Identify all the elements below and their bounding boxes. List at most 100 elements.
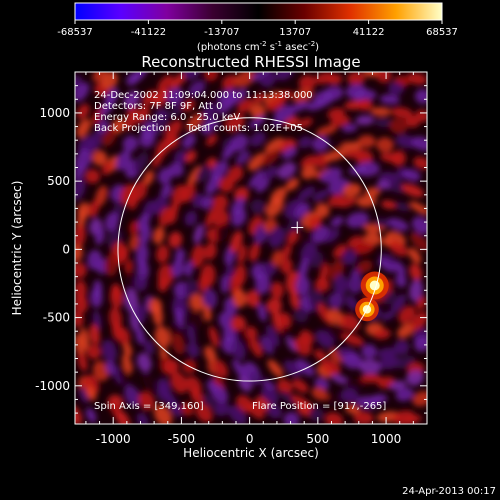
fringe-blob [361, 344, 377, 359]
fringe-blob [234, 72, 256, 88]
fringe-blob [370, 107, 392, 117]
fringe-blob [229, 230, 243, 253]
x-tick-label: -1000 [96, 432, 131, 446]
fringe-blob [186, 342, 200, 358]
fringe-blob [171, 259, 184, 278]
fringe-blob [152, 87, 171, 107]
fringe-blob [187, 311, 203, 330]
colorbar-tick-label: 68537 [426, 27, 458, 38]
fringe-blob [75, 295, 88, 314]
fringe-blob [376, 137, 394, 153]
fringe-blob [330, 115, 351, 127]
fringe-blob [248, 242, 260, 262]
fringe-blob [170, 104, 183, 118]
fringe-blob [260, 386, 279, 404]
fringe-blob [358, 359, 382, 375]
fringe-blob [342, 183, 362, 198]
fringe-blob [292, 378, 309, 393]
fringe-blob [134, 105, 150, 124]
fringe-blob [409, 201, 427, 215]
fringe-blob [96, 119, 109, 135]
info-line-energy: Energy Range: 6.0 - 25.0 keV [94, 112, 240, 123]
fringe-blob [152, 226, 165, 245]
fringe-blob [220, 274, 229, 294]
fringe-blob [76, 104, 90, 120]
fringe-blob [135, 243, 149, 267]
fringe-blob [237, 98, 254, 114]
fringe-blob [344, 378, 366, 389]
fringe-blob [388, 82, 404, 95]
fringe-blob [180, 182, 196, 203]
fringe-blob [75, 224, 86, 248]
fringe-blob [322, 86, 344, 101]
fringe-blob [381, 200, 397, 209]
fringe-blob [397, 322, 416, 339]
fringe-blob [293, 336, 312, 356]
plot-frame [74, 71, 428, 425]
fringe-blob [330, 216, 344, 228]
fringe-blob [356, 194, 377, 208]
fringe-blob [402, 168, 421, 182]
fringe-blob [265, 324, 280, 347]
colorbar [74, 2, 443, 21]
fringe-blob [300, 155, 318, 168]
fringe-blob [298, 257, 309, 280]
fringe-blob [123, 90, 140, 109]
fringe-blob [354, 242, 375, 255]
fringe-blob [227, 165, 244, 183]
fringe-blob [260, 262, 277, 277]
fringe-blob [393, 339, 410, 356]
info-line-time: 24-Dec-2002 11:09:04.000 to 11:13:38.000 [94, 90, 313, 101]
fringe-blob [395, 272, 407, 288]
fringe-blob [308, 407, 324, 422]
fringe-blob [277, 90, 293, 101]
fringe-blob [342, 332, 365, 346]
fringe-blob [104, 212, 119, 232]
fringe-blob [117, 327, 131, 346]
fringe-blob [409, 263, 423, 281]
y-tick-label: 0 [62, 242, 70, 256]
colorbar-tick-label: -13707 [204, 27, 239, 38]
fringe-blob [360, 373, 383, 383]
fringe-blob [266, 298, 283, 314]
fringe-blob [409, 279, 423, 302]
fringe-blob [401, 183, 425, 198]
fringe-blob [327, 393, 342, 407]
fringe-blob [135, 326, 145, 345]
fringe-blob [77, 352, 88, 372]
fringe-blob [393, 261, 406, 276]
fringe-blob [406, 72, 427, 85]
colorbar-unit-label: (photons cm-2 s-1 asec-2) [197, 40, 319, 53]
spin-axis-label: Spin Axis = [349,160] [94, 401, 204, 412]
fringe-blob [191, 244, 205, 268]
fringe-blob [101, 160, 113, 176]
fringe-blob [388, 180, 408, 194]
fringe-blob [235, 150, 251, 165]
fringe-blob [246, 401, 265, 419]
fringe-blob [291, 101, 309, 112]
fringe-blob [267, 359, 284, 378]
fringe-blob [271, 250, 284, 268]
fringe-blob [352, 89, 377, 102]
fringe-blob [211, 384, 229, 404]
fringe-blob [328, 292, 344, 309]
fringe-blob [218, 311, 233, 329]
fringe-blob [341, 313, 360, 331]
fringe-blob [94, 227, 105, 246]
fringe-blob [398, 305, 416, 324]
fringe-blob [138, 391, 155, 411]
fringe-blob [312, 189, 329, 202]
fringe-blob [124, 288, 139, 313]
fringe-blob [100, 96, 116, 117]
fringe-blob [205, 206, 217, 228]
fringe-blob [298, 136, 313, 149]
fringe-blob [182, 99, 195, 112]
fringe-blob [186, 112, 204, 132]
fringe-blob [250, 103, 266, 119]
fringe-blob [90, 288, 103, 308]
fringe-blob [118, 245, 129, 262]
fringe-blob [85, 169, 101, 184]
axis-ticks: -1000 -500 0 500 1000 -1000 -500 0 500 1000 [35, 71, 428, 446]
fringe-blob [142, 372, 155, 392]
fringe-blob [306, 99, 327, 111]
